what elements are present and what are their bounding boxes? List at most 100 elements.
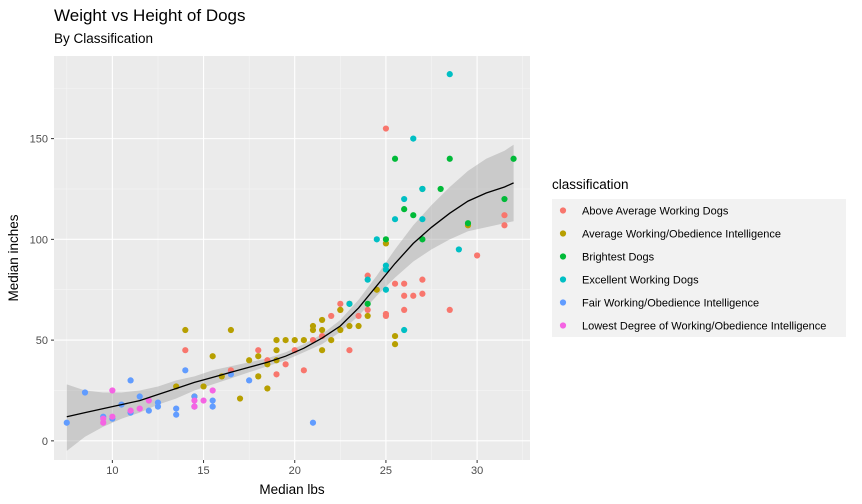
data-point [182, 367, 189, 374]
legend-key [559, 299, 567, 306]
data-point [401, 206, 408, 213]
data-point [136, 393, 143, 400]
data-point [464, 220, 472, 227]
data-point [246, 357, 253, 364]
data-point [309, 419, 317, 426]
data-point [446, 306, 453, 313]
legend-key [559, 230, 567, 237]
data-point [255, 347, 262, 354]
data-point [145, 397, 152, 404]
data-point [437, 185, 444, 193]
data-point [419, 290, 426, 297]
grid-minor [54, 56, 530, 460]
legend-label: Lowest Degree of Working/Obedience Intel… [582, 321, 826, 333]
data-point [209, 387, 216, 394]
data-point [273, 371, 280, 378]
legend-label: Brightest Dogs [582, 252, 655, 264]
y-axis-title: Median inches [6, 214, 21, 301]
data-point [391, 280, 399, 287]
smooth-line-layer [66, 182, 514, 418]
legend-key [559, 276, 567, 283]
data-point [373, 236, 380, 243]
data-point [209, 353, 216, 360]
data-point [364, 312, 371, 320]
data-point [337, 300, 344, 307]
points-layer [63, 71, 517, 426]
data-point [355, 322, 362, 330]
data-point [346, 300, 353, 307]
data-point [410, 135, 417, 142]
legend-label: Fair Working/Obedience Intelligence [582, 298, 759, 310]
legend-key [559, 207, 567, 214]
data-point [81, 389, 89, 396]
data-point [246, 377, 253, 384]
data-point [337, 326, 344, 334]
legend-items: Above Average Working Dogs Average Workin… [552, 199, 846, 337]
data-point [391, 332, 399, 340]
data-point [328, 312, 335, 320]
data-point [282, 337, 289, 344]
data-point [273, 347, 280, 354]
data-point [382, 310, 390, 318]
data-point [401, 195, 408, 203]
data-point [109, 413, 116, 420]
data-point [273, 337, 280, 344]
data-point [63, 419, 70, 426]
data-point [173, 411, 180, 418]
data-point [355, 312, 362, 320]
data-point [419, 185, 426, 193]
data-point [501, 195, 508, 203]
data-point [255, 373, 262, 380]
x-axis-title: Median lbs [259, 482, 325, 497]
data-point [346, 347, 353, 354]
data-point [455, 246, 462, 253]
data-point [419, 236, 426, 243]
data-point [300, 367, 307, 374]
y-tick-label: 0 [42, 436, 48, 448]
data-point [401, 326, 408, 334]
data-point [391, 155, 399, 162]
x-tick-label: 15 [197, 465, 209, 477]
x-axis-ticks: 10 15 20 25 30 [106, 460, 483, 477]
data-point [510, 155, 517, 162]
data-point [364, 306, 371, 313]
data-point [182, 347, 189, 354]
data-point [446, 155, 453, 162]
legend-key [559, 253, 567, 260]
data-point [328, 337, 335, 344]
data-point [318, 326, 326, 334]
legend-label: Excellent Working Dogs [582, 275, 699, 287]
data-point [364, 276, 371, 283]
data-point [382, 286, 390, 293]
data-point [209, 397, 216, 404]
data-point [401, 280, 408, 287]
legend-title: classification [552, 177, 629, 192]
data-point [419, 276, 426, 283]
legend-key-background [552, 199, 846, 337]
data-point [209, 403, 216, 410]
data-point [382, 262, 390, 269]
data-point [127, 377, 134, 384]
smooth-line [66, 182, 514, 418]
data-point [410, 212, 417, 219]
data-point [191, 397, 198, 404]
chart-title: Weight vs Height of Dogs [54, 6, 246, 25]
data-point [236, 395, 244, 402]
data-point [300, 337, 307, 344]
data-point [391, 341, 399, 348]
data-point [136, 405, 143, 412]
data-point [446, 71, 453, 78]
x-tick-label: 30 [471, 465, 483, 477]
data-point [264, 385, 271, 392]
legend-label: Above Average Working Dogs [582, 206, 729, 218]
data-point [109, 387, 116, 394]
data-point [401, 306, 408, 313]
chart-subtitle: By Classification [54, 31, 153, 46]
data-point [191, 403, 198, 410]
data-point [337, 306, 344, 313]
x-tick-label: 25 [380, 465, 392, 477]
data-point [364, 300, 371, 307]
data-point [346, 322, 353, 330]
data-point [182, 326, 189, 334]
